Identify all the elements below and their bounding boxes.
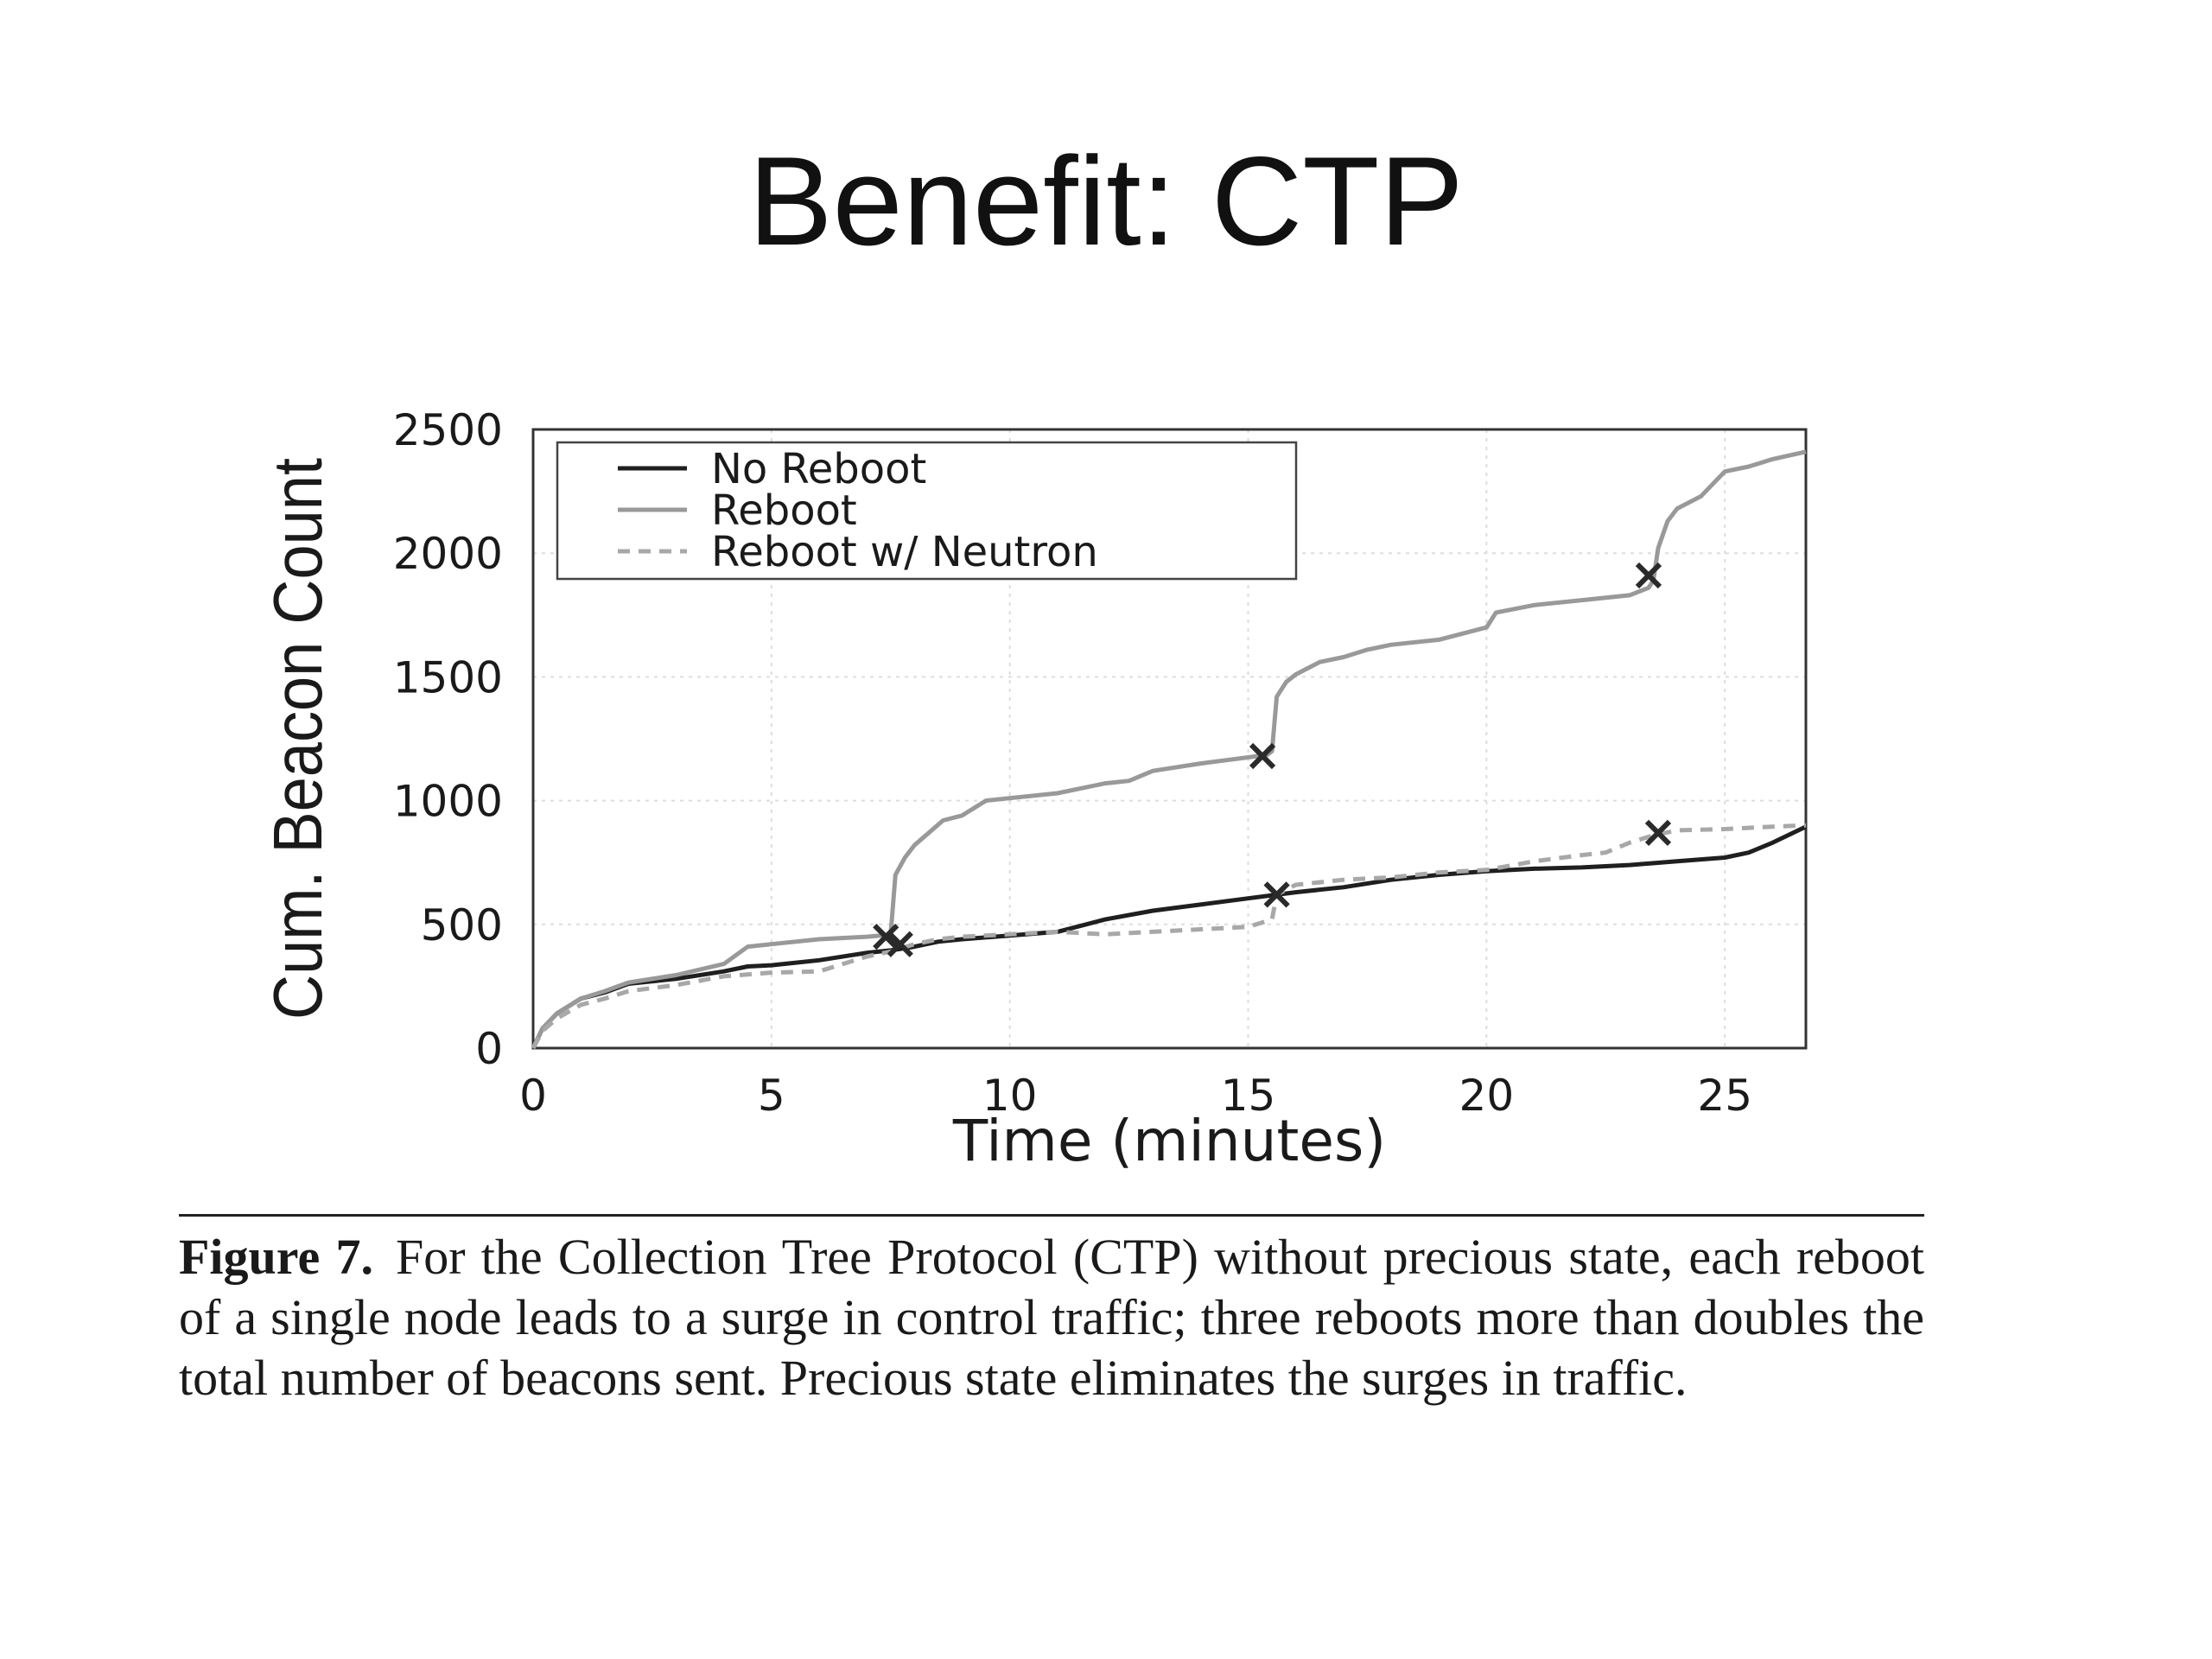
reboot-marker bbox=[1644, 819, 1672, 846]
line-chart: 0 5 10 15 20 25 0 500 1000 1500 2000 2500 Time (min… bbox=[259, 405, 1808, 1174]
y-tick-label: 1000 bbox=[393, 777, 503, 827]
axis-ticks: 0 5 10 15 20 25 0 500 1000 1500 2000 2500 bbox=[393, 405, 1752, 1121]
x-tick-label: 15 bbox=[1221, 1071, 1276, 1121]
x-axis-label: Time (minutes) bbox=[952, 1108, 1386, 1174]
reboot-marker bbox=[1635, 562, 1662, 589]
plot-frame bbox=[531, 428, 1808, 1050]
y-tick-label: 2000 bbox=[393, 529, 503, 579]
series-line-2 bbox=[531, 449, 1807, 1050]
legend-label: Reboot w/ Neutron bbox=[711, 528, 1098, 576]
reboot-marker bbox=[1249, 742, 1276, 770]
y-tick-label: 1500 bbox=[393, 652, 503, 702]
y-tick-label: 0 bbox=[475, 1024, 503, 1074]
reboot-marker bbox=[873, 923, 899, 950]
x-tick-label: 10 bbox=[982, 1071, 1038, 1121]
y-tick-label: 500 bbox=[421, 900, 503, 950]
figure-caption: Figure 7. For the Collection Tree Protoco… bbox=[179, 1227, 1924, 1408]
y-tick-label: 2500 bbox=[393, 405, 503, 455]
figure-label: Figure 7. bbox=[179, 1229, 373, 1285]
legend-label: No Reboot bbox=[711, 445, 926, 493]
y-axis-label: Cum. Beacon Count bbox=[259, 458, 336, 1020]
caption-text: For the Collection Tree Protocol (CTP) w… bbox=[179, 1229, 1924, 1406]
reboot-marker bbox=[1263, 881, 1290, 908]
reboot-markers bbox=[873, 562, 1672, 957]
legend-label: Reboot bbox=[711, 486, 857, 535]
reboot-marker bbox=[887, 931, 913, 957]
x-tick-label: 25 bbox=[1697, 1071, 1752, 1121]
x-tick-label: 5 bbox=[758, 1071, 785, 1121]
series-line-1 bbox=[531, 824, 1808, 1050]
x-tick-label: 0 bbox=[519, 1071, 547, 1121]
series-line-3 bbox=[531, 823, 1807, 1050]
chart-series bbox=[531, 449, 1808, 1050]
caption-divider bbox=[179, 1214, 1924, 1217]
x-tick-label: 20 bbox=[1459, 1071, 1515, 1121]
slide-title: Benefit: CTP bbox=[748, 130, 1464, 271]
